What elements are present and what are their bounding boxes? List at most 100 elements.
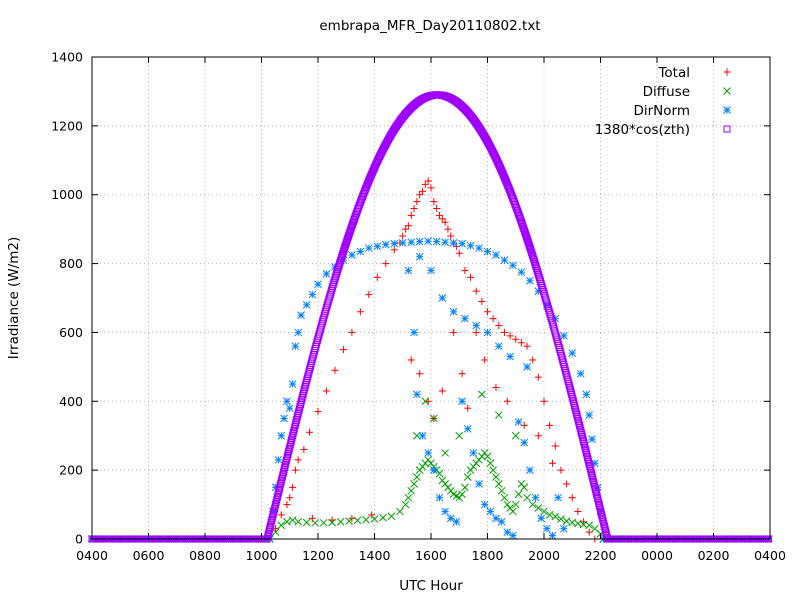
data-point (300, 385, 308, 393)
data-point (413, 198, 421, 206)
data-point (568, 391, 576, 399)
x-tick-label: 0000 (641, 548, 673, 563)
data-point (381, 240, 390, 249)
data-point (584, 456, 592, 464)
data-point (278, 475, 286, 483)
data-point (298, 394, 306, 402)
data-point (509, 261, 517, 270)
data-point (573, 413, 581, 421)
data-point (407, 211, 415, 219)
data-point (336, 258, 344, 266)
x-tick-label: 1000 (246, 548, 278, 563)
data-point (415, 237, 424, 246)
y-axis-title: Irradiance (W/m2) (6, 237, 22, 359)
data-point (528, 500, 537, 509)
data-point (301, 383, 309, 391)
data-point (277, 511, 285, 519)
chart-title: embrapa_MFR_Day20110802.txt (319, 18, 540, 34)
data-point (441, 218, 449, 226)
data-point (509, 507, 517, 516)
legend-label: 1380*cos(zth) (595, 122, 690, 138)
data-point (557, 466, 565, 474)
data-point (287, 439, 295, 447)
data-point (531, 493, 540, 502)
y-tick-label: 400 (59, 394, 83, 409)
data-point (430, 198, 438, 206)
data-point (300, 445, 308, 453)
data-point (286, 494, 294, 502)
data-point (266, 523, 274, 531)
data-point (563, 480, 571, 488)
data-point (264, 533, 272, 541)
data-point (565, 380, 573, 388)
data-point (475, 480, 483, 488)
data-point (339, 249, 347, 257)
data-point (283, 452, 291, 460)
data-point (368, 511, 376, 519)
data-point (494, 342, 503, 351)
data-point (356, 308, 364, 316)
data-point (398, 239, 407, 247)
data-point (287, 436, 295, 444)
data-point (592, 488, 600, 496)
data-point (455, 249, 463, 257)
data-point (571, 402, 579, 410)
data-point (280, 466, 288, 474)
legend-marker (723, 87, 731, 95)
data-point (581, 442, 589, 450)
data-point (557, 515, 565, 523)
data-point (466, 241, 475, 250)
data-point (427, 266, 435, 275)
data-point (314, 408, 322, 416)
data-point (596, 504, 604, 512)
x-tick-label: 0400 (754, 548, 786, 563)
data-point (599, 515, 607, 523)
data-point (478, 297, 486, 305)
data-point (429, 414, 438, 423)
data-point (419, 187, 427, 195)
x-tick-label: 1200 (302, 548, 334, 563)
data-point (291, 342, 300, 351)
data-point (407, 486, 416, 495)
data-point (527, 247, 535, 255)
x-tick-label: 1800 (472, 548, 504, 563)
data-point (585, 411, 594, 419)
data-point (594, 495, 602, 503)
data-point (308, 290, 317, 299)
data-point (534, 432, 542, 440)
data-point (267, 521, 275, 529)
data-point (548, 531, 557, 540)
data-point (463, 424, 472, 433)
data-point (582, 446, 590, 454)
data-point (438, 294, 447, 302)
data-point (578, 433, 586, 441)
data-point (593, 490, 601, 498)
data-point (598, 511, 606, 519)
data-point (291, 423, 299, 431)
data-point (526, 276, 534, 285)
x-tick-label: 0600 (133, 548, 165, 563)
data-point (512, 335, 520, 343)
data-point (554, 493, 562, 502)
y-tick-label: 600 (59, 325, 83, 340)
data-point (591, 485, 599, 493)
data-point (265, 528, 273, 536)
data-point (580, 440, 588, 448)
data-point (267, 519, 275, 527)
data-point (472, 321, 481, 330)
data-point (345, 517, 353, 525)
data-point (274, 489, 282, 497)
data-point (492, 384, 500, 392)
data-point (598, 513, 606, 521)
data-point (299, 392, 307, 400)
data-point (464, 404, 472, 412)
data-point (506, 332, 514, 340)
legend-label: Total (657, 65, 690, 81)
data-point (551, 442, 559, 450)
x-tick-label: 0200 (698, 548, 730, 563)
data-point (444, 225, 452, 233)
data-point (283, 501, 291, 509)
data-point (277, 431, 286, 440)
data-point (517, 339, 525, 347)
data-point (300, 387, 308, 395)
